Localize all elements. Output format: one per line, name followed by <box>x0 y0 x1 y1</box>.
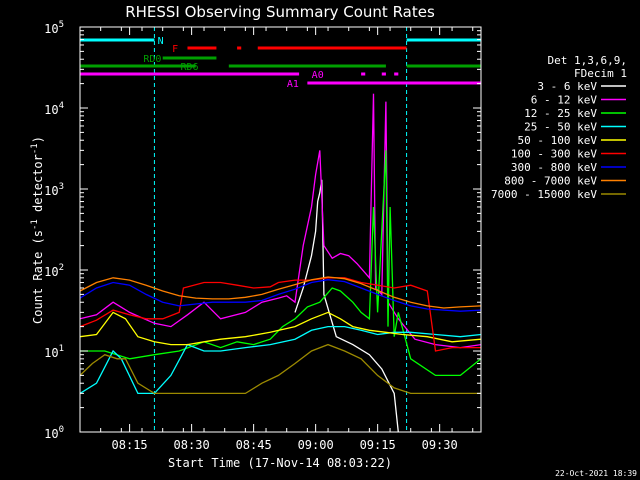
flag-label-n: N <box>158 36 164 47</box>
legend-entry-label-1: 6 - 12 keV <box>531 94 598 107</box>
y-axis-label-part3: ) <box>31 136 45 143</box>
legend-entry-label-5: 100 - 300 keV <box>511 148 597 161</box>
series-line-7 <box>79 276 482 309</box>
x-tick-label-2: 08:45 <box>236 438 272 452</box>
legend-entry-label-4: 50 - 100 keV <box>518 134 598 147</box>
y-tick-label-5: 105 <box>44 20 64 36</box>
y-axis-label-part1: Count Rate (s <box>31 230 45 324</box>
x-tick-label-4: 09:15 <box>360 438 396 452</box>
plot-area: NF RD0 RD6 A0 A1 <box>79 27 482 433</box>
x-tick-label-3: 09:00 <box>298 438 334 452</box>
y-axis-label-part2: detector <box>31 154 45 219</box>
legend-entry-label-8: 7000 - 15000 keV <box>491 188 597 201</box>
flag-label-rd0: RD0 <box>143 54 161 65</box>
flag-label-a1: A1 <box>287 79 299 90</box>
legend-entry-label-2: 12 - 25 keV <box>524 107 597 120</box>
series-line-6 <box>79 279 482 312</box>
flag-label-rd6: RD6 <box>181 62 199 73</box>
x-axis-label: Start Time (17-Nov-14 08:03:22) <box>168 456 392 470</box>
x-tick-label-0: 08:15 <box>112 438 148 452</box>
footer-date: 22-Oct-2021 18:39 <box>555 469 637 478</box>
y-tick-label-3: 103 <box>44 182 64 198</box>
legend-header-1: Det 1,3,6,9, <box>548 54 627 67</box>
legend-entry-label-0: 3 - 6 keV <box>537 80 597 93</box>
y-axis-label-sup2: -1 <box>30 143 40 154</box>
chart-title: RHESSI Observing Summary Count Rates <box>125 3 435 21</box>
axis-ticks: 08:15 08:30 08:45 09:00 09:15 09:30 100 101 102 1… <box>44 20 481 452</box>
series-line-8 <box>79 343 481 395</box>
plot-frame <box>79 26 482 433</box>
series-line-3 <box>79 325 482 395</box>
y-tick-label-1: 101 <box>44 344 64 360</box>
x-tick-label-5: 09:30 <box>422 438 458 452</box>
legend-header-2: FDecim 1 <box>574 67 627 80</box>
x-tick-label-1: 08:30 <box>174 438 210 452</box>
legend-entry-label-6: 300 - 800 keV <box>511 161 597 174</box>
y-tick-label-2: 102 <box>44 263 64 279</box>
y-axis-label-sup1: -1 <box>30 219 40 230</box>
y-axis-label: Count Rate (s-1 detector-1) <box>30 136 45 324</box>
flag-label-f: F <box>172 44 178 55</box>
series-line-5 <box>79 277 481 352</box>
series-line-4 <box>79 311 482 346</box>
legend-entry-label-7: 800 - 7000 keV <box>504 175 597 188</box>
flag-label-a0: A0 <box>312 70 324 81</box>
legend-entry-label-3: 25 - 50 keV <box>524 121 597 134</box>
series-line-0 <box>294 179 399 433</box>
y-tick-label-0: 100 <box>44 425 64 441</box>
y-tick-label-4: 104 <box>44 101 64 117</box>
